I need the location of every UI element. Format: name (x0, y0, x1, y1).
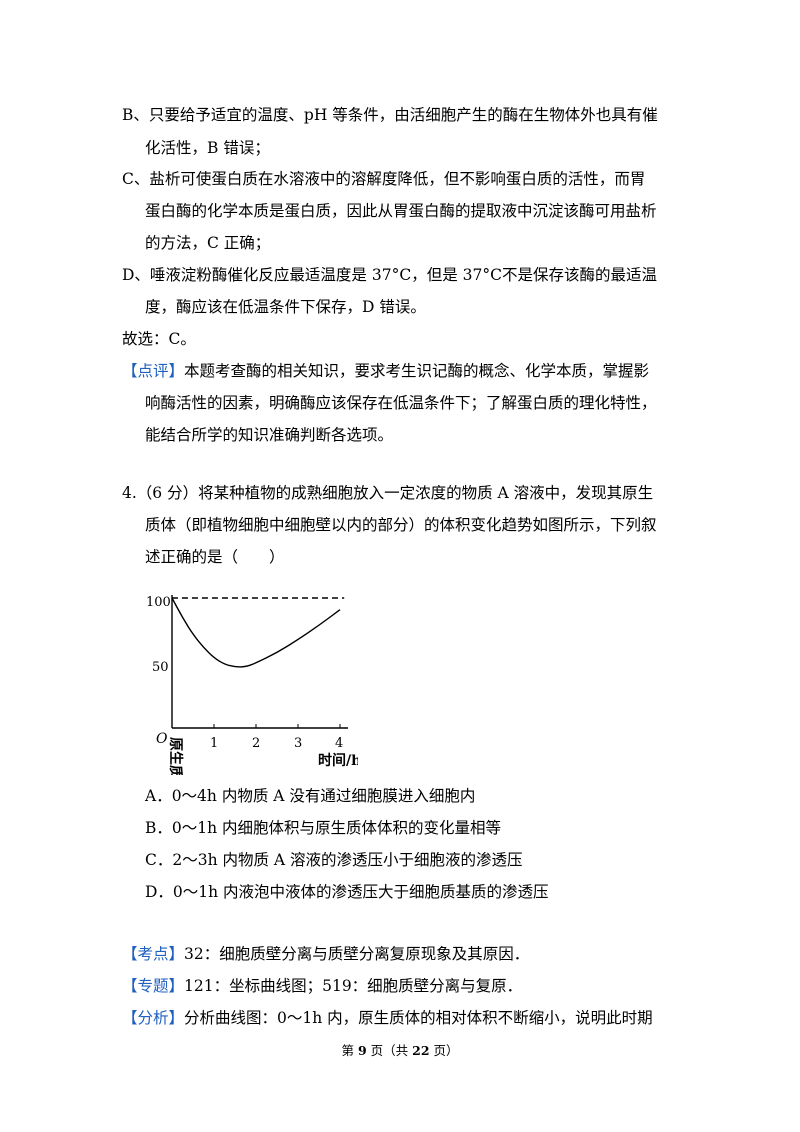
kaodian-text: 32：细胞质壁分离与质壁分离复原现象及其原因． (184, 945, 530, 963)
comment-tag: 【点评】 (122, 362, 185, 380)
zhuanti-line: 【专题】121：坐标曲线图；519：细胞质壁分离与复原． (122, 975, 522, 997)
option-d: D．0～1h 内液泡中液体的渗透压大于细胞质基质的渗透压 (145, 883, 549, 901)
footer-pre: 第 (341, 1043, 358, 1058)
footer-mid: 页（共 (366, 1043, 413, 1058)
zhuanti-text: 121：坐标曲线图；519：细胞质壁分离与复原． (184, 977, 523, 995)
explanation-c-line1: C、盐析可使蛋白质在水溶液中的溶解度降低，但不影响蛋白质的活性，而胃 (122, 170, 646, 188)
footer-total: 22 (412, 1043, 430, 1058)
comment-line1: 【点评】本题考查酶的相关知识，要求考生识记酶的概念、化学本质，掌握影 (122, 360, 649, 382)
fenxi-tag: 【分析】 (122, 1009, 185, 1027)
fenxi-line: 【分析】分析曲线图：0～1h 内，原生质体的相对体积不断缩小，说明此时期 (122, 1007, 653, 1029)
question-line3: 述正确的是（ ） (145, 548, 285, 566)
explanation-b-line1: B、只要给予适宜的温度、pH 等条件，由活细胞产生的酶在生物体外也具有催 (122, 106, 658, 124)
kaodian-tag: 【考点】 (122, 945, 185, 963)
x-tick-3: 3 (294, 736, 302, 751)
x-tick-2: 2 (252, 736, 260, 751)
fenxi-text: 分析曲线图：0～1h 内，原生质体的相对体积不断缩小，说明此时期 (184, 1009, 653, 1027)
question-line1: 4.（6 分）将某种植物的成熟细胞放入一定浓度的物质 A 溶液中，发现其原生 (122, 484, 654, 502)
page-footer: 第 9 页（共 22 页） (0, 1040, 800, 1059)
x-tick-4: 4 (335, 736, 343, 751)
question-line2: 质体（即植物细胞中细胞壁以内的部分）的体积变化趋势如图所示，下列叙 (145, 516, 657, 534)
option-b: B．0～1h 内细胞体积与原生质体体积的变化量相等 (145, 819, 502, 837)
explanation-c-line3: 的方法，C 正确； (145, 234, 271, 252)
y-tick-100: 100 (146, 595, 171, 610)
explanation-c-line2: 蛋白酶的化学本质是蛋白质，因此从胃蛋白酶的提取液中沉淀该酶可用盐析 (145, 202, 657, 220)
comment-line3: 能结合所学的知识准确判断各选项。 (145, 426, 394, 444)
footer-post: 页） (429, 1043, 459, 1058)
origin-label: O (156, 731, 168, 747)
option-a: A．0～4h 内物质 A 没有通过细胞膜进入细胞内 (145, 787, 476, 805)
series-layer (171, 597, 345, 668)
explanation-d-line1: D、唾液淀粉酶催化反应最适温度是 37°C，但是 37°C不是保存该酶的最适温 (122, 266, 657, 284)
footer-page: 9 (357, 1043, 367, 1058)
option-c: C．2～3h 内物质 A 溶液的渗透压小于细胞液的渗透压 (145, 851, 523, 869)
y-tick-50: 50 (152, 660, 169, 675)
comment-line2: 响酶活性的因素，明确酶应该保存在低温条件下；了解蛋白质的理化特性， (145, 394, 657, 412)
explanation-d-line2: 度，酶应该在低温条件下保存，D 错误。 (145, 298, 426, 316)
volume-chart: 原生质体的相对体积/% 100 50 O 1 2 3 4 时间/h (146, 595, 358, 775)
x-axis-label: 时间/h (318, 752, 358, 769)
protoplast-volume-curve (171, 597, 341, 668)
explanation-b-line2: 化活性，B 错误； (145, 139, 270, 157)
kaodian-line: 【考点】32：细胞质壁分离与质壁分离复原现象及其原因． (122, 943, 529, 965)
answer-line: 故选：C。 (122, 330, 196, 348)
comment-text1: 本题考查酶的相关知识，要求考生识记酶的概念、化学本质，掌握影 (184, 362, 650, 380)
zhuanti-tag: 【专题】 (122, 977, 185, 995)
y-axis-label: 原生质体的相对体积/% (167, 737, 184, 775)
x-tick-1: 1 (210, 736, 218, 751)
